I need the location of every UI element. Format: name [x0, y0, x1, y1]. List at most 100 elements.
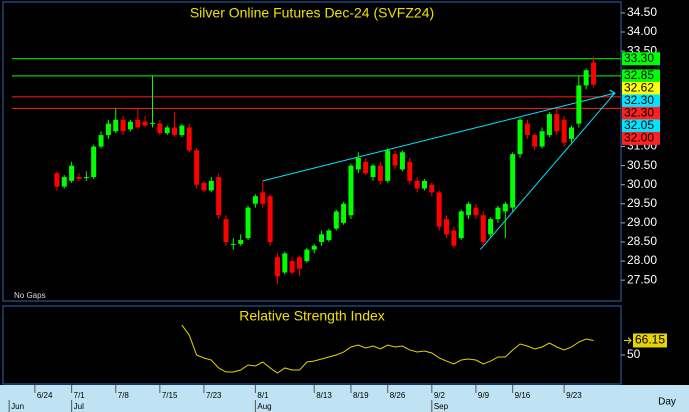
candle-body	[392, 154, 398, 166]
candle-body	[267, 196, 273, 242]
candle-body	[561, 119, 567, 143]
rsi-value-label: 66.15	[635, 333, 665, 347]
candle-body	[297, 257, 303, 269]
x-tick-label: 7/8	[118, 391, 130, 400]
candle-body	[407, 161, 413, 181]
candle-body	[135, 119, 141, 128]
candle-body	[142, 121, 148, 126]
price-box	[622, 106, 660, 120]
candle-body	[348, 165, 354, 216]
candle-body	[238, 240, 244, 244]
candle-body	[421, 180, 427, 189]
candle-body	[194, 150, 200, 185]
x-tick-label: 9/2	[434, 391, 446, 400]
y-tick-label: 29.00	[627, 215, 657, 229]
candle-body	[385, 150, 391, 181]
x-tick-label: 9/23	[566, 391, 582, 400]
candle-body	[341, 203, 347, 223]
y-tick-label: 50	[627, 347, 641, 361]
candle-body	[83, 177, 89, 179]
candle-body	[583, 70, 589, 86]
candle-body	[524, 123, 530, 136]
candle-body	[304, 249, 310, 262]
price-box	[622, 94, 660, 108]
candle-body	[495, 207, 501, 220]
candle-body	[532, 135, 538, 147]
candle-body	[216, 177, 222, 216]
candle-body	[120, 119, 126, 132]
price-label: 32.85	[624, 68, 654, 82]
y-tick-label: 27.50	[627, 272, 657, 286]
price-box	[622, 131, 660, 145]
candle-body	[76, 177, 82, 179]
x-axis-label: Day	[658, 397, 676, 408]
candle-body	[282, 253, 288, 273]
candle-body	[436, 192, 442, 227]
candle-body	[488, 219, 494, 235]
candle-body	[201, 182, 207, 191]
price-box	[622, 69, 660, 83]
price-box	[622, 52, 660, 66]
price-label: 32.00	[624, 131, 654, 145]
candle-body	[319, 234, 325, 242]
candle-body	[245, 207, 251, 239]
candle-body	[223, 219, 229, 242]
candle-body	[451, 230, 457, 246]
candle-body	[260, 192, 266, 204]
candle-body	[127, 121, 133, 130]
price-label: 32.62	[624, 81, 654, 95]
candle-body	[377, 165, 383, 181]
candle-body	[539, 131, 545, 147]
candle-body	[591, 62, 597, 85]
trendline	[479, 92, 616, 250]
x-tick-label: 9/16	[515, 391, 531, 400]
x-tick-label: 9/9	[478, 391, 490, 400]
candle-body	[252, 196, 258, 204]
candle-body	[466, 203, 472, 216]
y-tick-label: 28.50	[627, 234, 657, 248]
candle-body	[568, 127, 574, 139]
candle-body	[326, 230, 332, 241]
candle-body	[157, 123, 163, 134]
x-tick-label: 7/1	[74, 391, 86, 400]
date-axis	[0, 385, 689, 412]
candle-body	[370, 165, 376, 178]
candle-body	[208, 180, 214, 191]
candle-body	[546, 114, 552, 136]
month-label: Sep	[434, 402, 449, 411]
candle-body	[54, 173, 60, 187]
candle-body	[230, 243, 236, 245]
candle-body	[480, 215, 486, 242]
candle-body	[458, 211, 464, 239]
candle-body	[186, 127, 192, 151]
y-tick-label: 30.00	[627, 177, 657, 191]
candle-body	[510, 154, 516, 208]
candle-body	[333, 211, 339, 229]
candle-body	[105, 123, 111, 136]
price-label: 33.30	[624, 51, 654, 65]
y-tick-label: 28.00	[627, 253, 657, 267]
x-tick-label: 8/13	[316, 391, 332, 400]
price-label: 32.30	[624, 106, 654, 120]
price-label: 32.05	[624, 118, 654, 132]
x-tick-label: 8/26	[390, 391, 406, 400]
y-tick-label: 34.50	[627, 5, 657, 19]
candle-body	[473, 207, 479, 216]
candle-body	[61, 177, 67, 187]
candle-body	[355, 157, 361, 170]
y-tick-label: 34.00	[627, 24, 657, 38]
rsi-line	[181, 324, 594, 374]
candle-body	[172, 127, 178, 136]
rsi-panel	[2, 305, 622, 385]
trendline-arrow	[609, 89, 616, 98]
trendline	[262, 92, 615, 182]
candle-body	[311, 245, 317, 250]
rsi-title: Relative Strength Index	[239, 308, 385, 324]
candle-body	[98, 135, 104, 147]
candle-body	[517, 119, 523, 155]
x-tick-label: 7/23	[206, 391, 222, 400]
candle-body	[429, 184, 435, 193]
x-tick-label: 6/24	[37, 391, 53, 400]
chart-title: Silver Online Futures Dec-24 (SVFZ24)	[190, 5, 434, 21]
